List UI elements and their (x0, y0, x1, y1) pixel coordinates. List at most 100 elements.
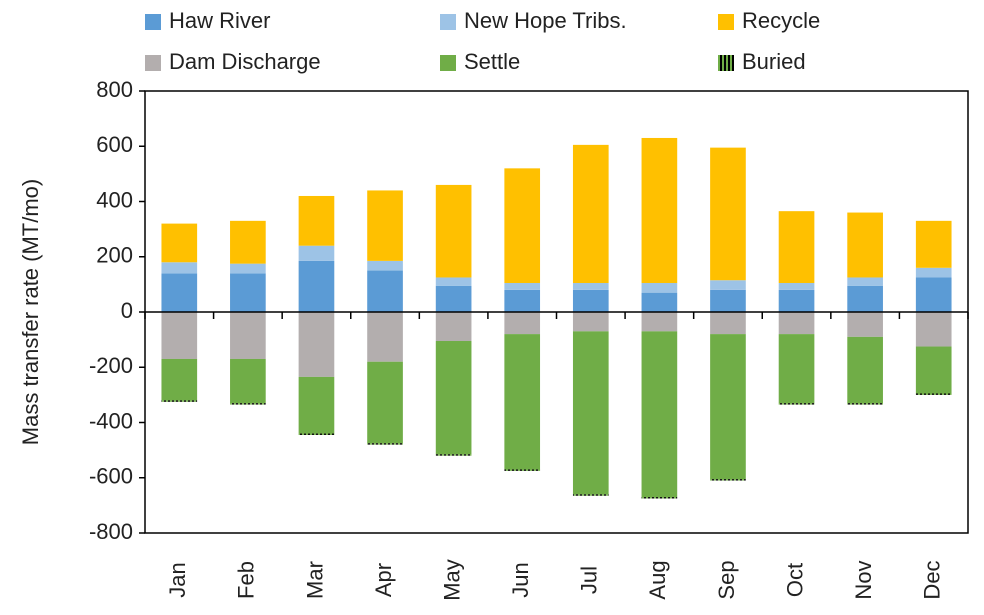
bar-segment (710, 280, 746, 290)
x-tick-label: Mar (302, 561, 327, 599)
bar-segment (435, 454, 472, 456)
bar-segment (435, 184, 472, 278)
y-tick-label: 200 (96, 243, 133, 268)
bar-segment (915, 393, 952, 395)
bar-segment (161, 358, 198, 401)
bar-segment (572, 312, 609, 332)
y-tick-label: -400 (89, 408, 133, 433)
bar-segment (298, 376, 335, 434)
x-tick-label: Jul (577, 566, 602, 594)
bar-segment (367, 361, 403, 444)
bar-segment (847, 403, 883, 405)
bar-segment (847, 212, 883, 278)
bar-segment (435, 341, 472, 455)
legend-label: New Hope Tribs. (464, 8, 627, 33)
bar-segment (435, 285, 472, 312)
bar-segment (641, 331, 678, 498)
x-tick-label: Oct (782, 563, 807, 597)
y-tick-label: 800 (96, 77, 133, 102)
bar-segment (504, 289, 541, 312)
bar-segment (710, 289, 746, 312)
bar-segment (847, 336, 883, 404)
bar-segment (161, 312, 198, 359)
bar-segment (778, 312, 815, 335)
bar-segment (504, 168, 541, 283)
bar-segment (504, 469, 541, 471)
bar-segment (435, 312, 472, 342)
bar-segment (778, 289, 815, 312)
x-tick-label: Dec (920, 560, 945, 599)
bar-segment (572, 144, 609, 283)
bar-segment (298, 433, 335, 435)
bar-segment (367, 443, 403, 445)
bar-segment (641, 312, 678, 332)
legend-label: Recycle (742, 8, 820, 33)
bar-segment (915, 220, 952, 268)
y-tick-label: 600 (96, 132, 133, 157)
bar-segment (504, 334, 541, 470)
bar-segment (298, 260, 335, 312)
legend-swatch (145, 14, 161, 30)
bar-segment (298, 195, 335, 246)
bar-segment (298, 245, 335, 261)
bar-segment (915, 346, 952, 394)
bar-segment (572, 289, 609, 312)
legend-swatch (440, 14, 456, 30)
bar-segment (778, 403, 815, 405)
x-tick-label: Feb (234, 561, 259, 599)
x-tick-label: May (439, 559, 464, 601)
bar-segment (161, 400, 198, 402)
bar-segment (641, 137, 678, 283)
bar-segment (161, 262, 198, 274)
bar-segment (230, 220, 266, 264)
bar-segment (230, 273, 266, 312)
bar-segment (367, 312, 403, 362)
x-tick-label: Jun (508, 562, 533, 597)
bar-segment (572, 494, 609, 496)
legend-swatch (718, 55, 734, 71)
x-tick-label: Jan (165, 562, 190, 597)
bar-segment (230, 358, 266, 404)
bar-segment (435, 277, 472, 286)
bar-segment (230, 263, 266, 274)
bar-segment (641, 497, 678, 499)
bar-segment (367, 190, 403, 261)
bar-segment (915, 312, 952, 347)
bar-segment (847, 312, 883, 337)
bar-segment (847, 285, 883, 312)
bar-segment (710, 334, 746, 480)
y-tick-label: -800 (89, 519, 133, 544)
bar-segment (778, 282, 815, 290)
bar-segment (367, 270, 403, 312)
bar-segment (367, 260, 403, 271)
legend-label: Settle (464, 49, 520, 74)
bar-segment (641, 282, 678, 293)
y-tick-label: 400 (96, 187, 133, 212)
legend-label: Haw River (169, 8, 270, 33)
legend-swatch (718, 14, 734, 30)
bar-segment (847, 277, 883, 286)
legend-swatch (440, 55, 456, 71)
bar-segment (641, 292, 678, 312)
x-tick-label: Aug (645, 560, 670, 599)
legend-label: Buried (742, 49, 806, 74)
bar-segment (504, 282, 541, 290)
bar-segment (161, 223, 198, 263)
y-axis-label: Mass transfer rate (MT/mo) (18, 179, 43, 445)
bar-segment (710, 479, 746, 481)
bar-segment (298, 312, 335, 377)
x-tick-label: Nov (851, 560, 876, 599)
y-tick-label: -600 (89, 464, 133, 489)
legend-swatch (145, 55, 161, 71)
bar-segment (710, 147, 746, 281)
bar-segment (230, 403, 266, 405)
y-tick-label: 0 (121, 298, 133, 323)
bar-segment (230, 312, 266, 359)
x-tick-label: Apr (371, 563, 396, 597)
bar-segment (778, 211, 815, 283)
bar-segment (778, 334, 815, 404)
bar-segment (710, 312, 746, 335)
bar-segment (161, 273, 198, 312)
y-tick-label: -200 (89, 353, 133, 378)
bar-segment (572, 331, 609, 495)
